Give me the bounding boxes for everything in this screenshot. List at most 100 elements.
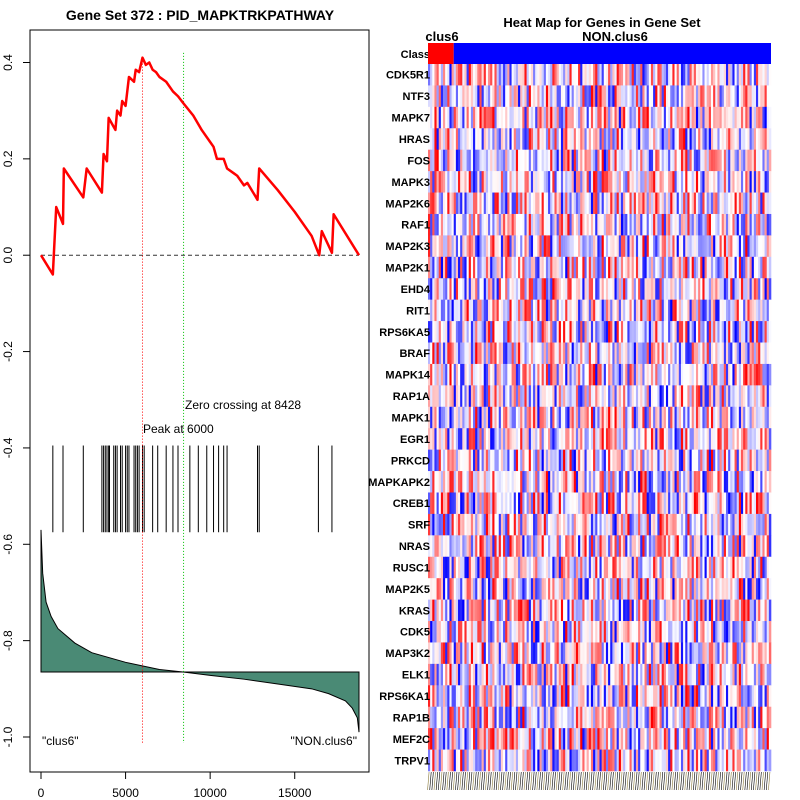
heat-cell	[451, 706, 455, 729]
heat-cell	[760, 578, 763, 600]
heat-cell	[653, 599, 656, 622]
heat-cell	[599, 299, 602, 322]
heat-cell	[687, 663, 690, 686]
heat-cell	[494, 406, 497, 429]
heat-cell	[736, 278, 740, 300]
heat-cell	[586, 299, 590, 322]
heat-cell	[470, 642, 474, 665]
heat-cell	[612, 599, 615, 622]
heat-cell	[618, 128, 622, 150]
heat-cell	[683, 385, 686, 408]
heat-cell	[445, 299, 448, 322]
heat-cell	[453, 406, 457, 429]
heat-cell	[680, 599, 684, 622]
heat-cell	[428, 428, 431, 450]
heat-cell	[650, 706, 654, 729]
heat-cell	[631, 213, 635, 236]
heat-cell	[764, 621, 768, 643]
heat-cell	[760, 428, 763, 450]
heat-cell	[610, 363, 613, 386]
heat-cell	[511, 599, 515, 622]
heat-cell	[530, 363, 534, 386]
heat-cell	[736, 213, 740, 236]
heat-cell	[494, 428, 497, 450]
heat-cell	[683, 278, 686, 300]
heat-cell	[734, 621, 737, 643]
heat-cell	[436, 363, 440, 386]
heat-cell	[644, 428, 647, 450]
heat-cell	[618, 213, 622, 236]
heat-cell	[625, 428, 628, 450]
heat-cell	[601, 106, 605, 129]
heat-cell	[749, 85, 753, 108]
heat-cell	[687, 106, 690, 129]
heat-cell	[740, 342, 744, 365]
heat-cell	[481, 406, 485, 429]
heat-cell	[492, 171, 495, 193]
heat-cell	[588, 235, 592, 258]
heat-cell	[755, 235, 759, 258]
heat-cell	[475, 385, 478, 408]
heat-cell	[537, 406, 540, 429]
heat-cell	[687, 449, 690, 472]
heat-cell	[584, 492, 587, 515]
heat-cell	[571, 663, 575, 686]
heat-cell	[503, 235, 506, 258]
heat-cell	[560, 556, 564, 579]
heat-cell	[612, 149, 615, 172]
heat-cell	[676, 149, 680, 172]
heat-cell	[565, 171, 568, 193]
heat-cell	[554, 449, 557, 472]
heat-cell	[455, 685, 459, 708]
heat-cell	[638, 363, 641, 386]
heat-cell	[488, 621, 491, 643]
heat-cell	[492, 385, 495, 408]
heat-cell	[443, 64, 446, 86]
heat-cell	[758, 406, 761, 429]
heat-cell	[518, 385, 521, 408]
heat-cell	[659, 706, 662, 729]
heat-cell	[625, 342, 628, 365]
heat-cell	[593, 535, 596, 558]
heat-cell	[766, 213, 770, 236]
heat-cell	[760, 85, 763, 108]
heat-cell	[513, 256, 517, 279]
heat-cell	[556, 321, 560, 343]
heat-cell	[747, 342, 750, 365]
heat-cell	[563, 449, 566, 472]
heat-cell	[575, 299, 579, 322]
heat-cell	[623, 128, 626, 150]
heat-cell	[505, 299, 508, 322]
heat-cell	[556, 64, 560, 86]
heat-cell	[644, 85, 647, 108]
heat-cell	[599, 535, 602, 558]
heat-cell	[432, 621, 435, 643]
heat-cell	[575, 278, 579, 300]
heat-cell	[702, 599, 705, 622]
heat-cell	[443, 578, 446, 600]
heat-cell	[470, 471, 474, 493]
heat-cell	[462, 685, 465, 708]
heat-cell	[580, 171, 583, 193]
heat-cell	[680, 106, 684, 129]
heat-cell	[614, 706, 617, 729]
heat-cell	[644, 385, 647, 408]
heat-cell	[430, 278, 433, 300]
heat-cell	[466, 256, 470, 279]
heat-cell	[541, 535, 545, 558]
heat-cell	[608, 406, 611, 429]
heat-cell	[443, 685, 446, 708]
heat-cell	[687, 213, 690, 236]
heat-cell	[580, 235, 583, 258]
heat-cell	[496, 235, 500, 258]
heat-cell	[638, 578, 641, 600]
heat-cell	[434, 342, 437, 365]
heat-cell	[620, 106, 624, 129]
heat-cell	[556, 278, 560, 300]
heat-cell	[565, 149, 568, 172]
heat-cell	[743, 128, 746, 150]
heat-cell	[432, 278, 435, 300]
heat-cell	[449, 342, 452, 365]
heat-cell	[543, 492, 547, 515]
heat-cell	[513, 471, 517, 493]
